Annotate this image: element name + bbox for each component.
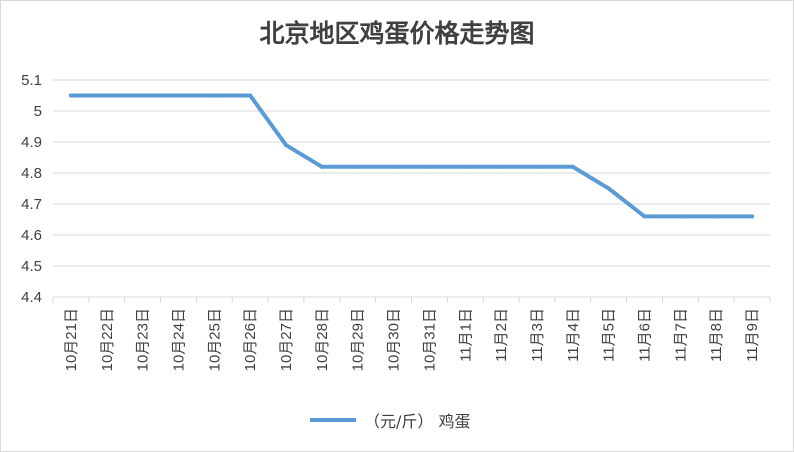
data-point [248,93,253,98]
x-tick-label: 11月5日 [601,308,618,362]
x-tick-label: 10月24日 [170,308,187,371]
y-tick-label: 4.8 [21,165,42,182]
data-point [391,164,396,169]
x-tick-label: 10月23日 [135,308,152,371]
gridlines [53,79,770,298]
data-point [176,93,181,98]
x-tick-label: 10月28日 [314,308,331,371]
data-point [463,164,468,169]
y-tick-label: 4.6 [21,227,42,244]
data-point [642,214,647,219]
data-point [355,164,360,169]
data-point [750,214,755,219]
data-point [570,164,575,169]
x-tick-label: 10月31日 [421,308,438,371]
x-tick-label: 10月26日 [242,308,259,371]
x-tick-label: 11月2日 [493,308,510,362]
x-tick-label: 10月21日 [63,308,80,371]
x-tick-label: 11月6日 [637,308,654,362]
data-point [284,143,289,148]
x-tick-label: 11月8日 [708,308,725,362]
data-point [534,164,539,169]
y-tick-label: 4.5 [21,258,42,275]
y-axis: 4.4 4.5 4.6 4.7 4.8 4.9 5 5.1 [21,72,42,306]
legend-swatch [310,418,356,422]
data-point [499,164,504,169]
y-tick-label: 4.9 [21,134,42,151]
data-point [140,93,145,98]
x-tick-label: 10月27日 [278,308,295,371]
x-tick-label: 10月30日 [386,308,403,371]
series-layer [68,93,755,219]
y-tick-label: 4.7 [21,196,42,213]
data-point [606,186,611,191]
data-point [212,93,217,98]
data-point [427,164,432,169]
data-point [678,214,683,219]
x-tick-label: 10月25日 [206,308,223,371]
x-tick-label: 11月7日 [672,308,689,362]
y-tick-label: 5 [34,103,42,120]
legend: （元/斤） 鸡蛋 [310,408,470,432]
data-point [714,214,719,219]
x-tick-label: 10月22日 [99,308,116,371]
y-tick-label: 5.1 [21,72,42,89]
series-line-0 [68,93,755,219]
x-axis: 10月21日 10月22日 10月23日 10月24日 10月25日 10月26日 10月2… [52,297,771,371]
x-tick-label: 11月4日 [565,308,582,362]
data-point [104,93,109,98]
x-tick-label: 11月9日 [744,308,761,362]
x-tick-label: 11月1日 [457,308,474,362]
legend-label: （元/斤） 鸡蛋 [364,412,471,431]
y-tick-label: 4.4 [21,289,42,306]
x-tick-label: 10月29日 [350,308,367,371]
x-tick-label: 11月3日 [529,308,546,362]
data-point [68,93,73,98]
chart-title: 北京地区鸡蛋价格走势图 [259,19,535,48]
data-point [319,164,324,169]
